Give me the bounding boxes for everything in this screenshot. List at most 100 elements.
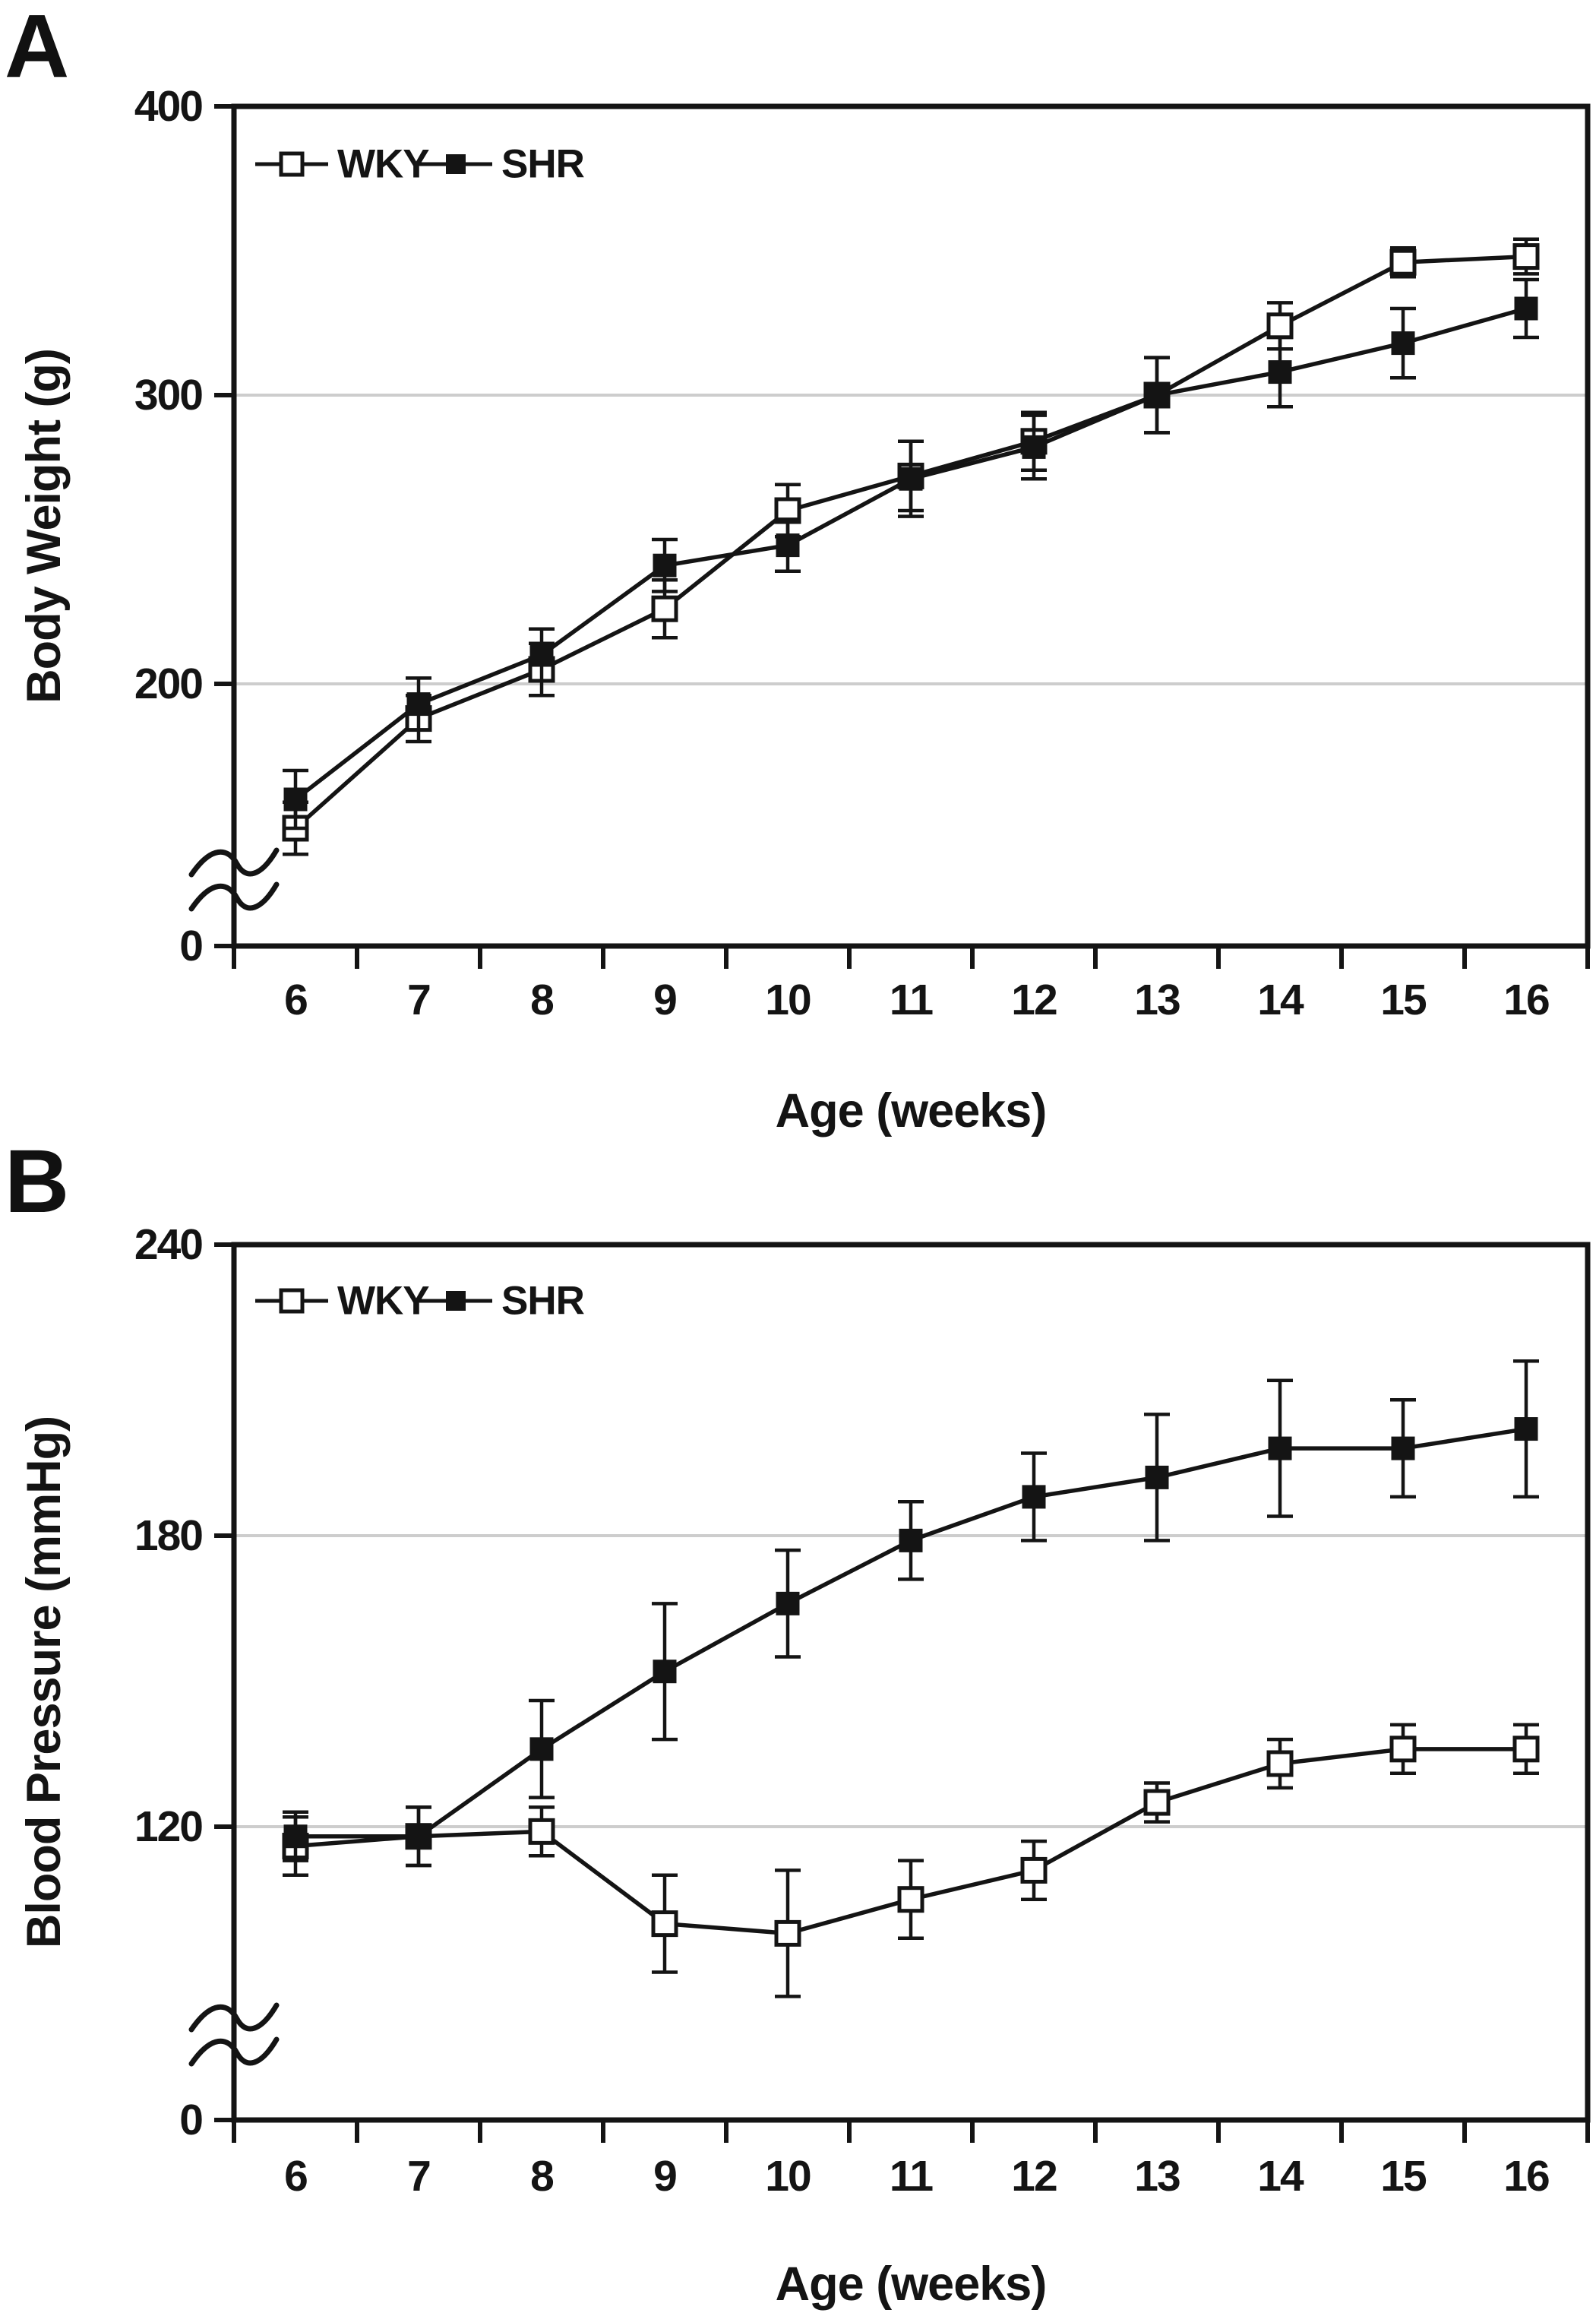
open-square-marker [528,1818,555,1845]
x-tick-label: 10 [765,2152,811,2201]
open-square-marker [651,595,678,622]
open-square-marker [1389,248,1417,276]
x-tick-label: 10 [765,976,811,1024]
filled-square-marker [406,1824,431,1849]
filled-square-marker [529,1737,554,1761]
axis-break-squiggle [188,2036,280,2067]
legend-item-WKY: WKY [255,142,430,187]
x-tick-label: 8 [530,976,553,1024]
x-tick-label: 7 [407,976,430,1024]
plot-frame [231,103,1591,949]
plot-frame [231,1242,1591,2123]
open-square-marker [774,1919,801,1947]
x-tick-label: 15 [1380,2152,1427,2201]
panel-b-letter: B [5,1131,69,1232]
y-tick-label: 120 [134,1802,202,1851]
legend-item-SHR: SHR [419,1279,586,1324]
axis-break-squiggle [188,881,280,912]
x-tick-label: 11 [890,2152,934,2201]
series-line [295,1426,1527,1839]
filled-square-marker [1514,1417,1538,1441]
axis-break-squiggle [188,847,280,878]
filled-square-marker [776,1591,800,1615]
x-tick-label: 12 [1011,2152,1057,2201]
legend: WKY SHR [255,142,586,187]
x-tick-label: 9 [653,2152,676,2201]
filled-square-marker [529,643,554,667]
filled-square-icon [446,1291,466,1311]
x-tick-label: 6 [284,2152,307,2201]
legend-label: WKY [337,142,429,187]
y-tick-label: 240 [134,1220,202,1269]
x-tick-label: 6 [284,976,307,1024]
series-line [294,254,1527,831]
filled-square-marker [283,787,308,812]
series-WKY [282,237,1540,856]
series-line [294,306,1527,802]
y-axis-title: Body Weight (g) [17,349,71,704]
x-tick-label: 16 [1503,976,1549,1024]
filled-square-marker [899,467,923,491]
x-tick-label: 13 [1134,2152,1180,2201]
filled-square-marker [406,692,431,717]
y-tick-label: 0 [179,922,202,970]
filled-square-marker [1268,1436,1292,1460]
x-tick-label: 11 [890,976,934,1024]
panel-a-letter: A [5,0,69,97]
x-tick-label: 7 [407,2152,430,2201]
legend: WKY SHR [255,1279,586,1324]
y-tick-label: 0 [179,2096,202,2144]
filled-square-marker [1145,1465,1169,1489]
series-SHR [283,1359,1539,1868]
x-tick-label: 13 [1134,976,1180,1024]
filled-square-marker [653,1660,677,1684]
open-square-marker [651,1910,678,1938]
open-square-icon [279,151,305,177]
filled-square-marker [776,533,800,558]
filled-square-marker [1022,1485,1046,1509]
open-square-marker [1020,1856,1048,1884]
filled-square-marker [653,553,677,577]
x-tick-label: 16 [1503,2152,1549,2201]
x-axis-title: Age (weeks) [776,2258,1047,2311]
series-SHR [283,277,1539,831]
filled-square-marker [899,1528,923,1552]
panel-A-chart: 400 300 200 0 6 7 8 9 10 11 12 13 14 15 16 WKY SHR Age (w… [17,82,1591,1138]
filled-square-marker [283,1824,308,1849]
x-tick-label: 14 [1257,976,1304,1024]
filled-square-marker [1391,331,1415,356]
filled-square-marker [1022,435,1046,459]
x-axis-title: Age (weeks) [776,1084,1047,1138]
y-tick-label: 180 [134,1511,202,1560]
legend-label: WKY [337,1279,429,1324]
filled-square-marker [1145,383,1169,407]
open-square-marker [1512,1736,1540,1763]
x-tick-label: 8 [530,2152,553,2201]
open-square-marker [1389,1736,1417,1763]
open-square-marker [1512,243,1540,271]
legend-item-SHR: SHR [419,142,586,187]
open-square-marker [1143,1789,1171,1816]
series-WKY [282,1723,1540,1998]
legend-item-WKY: WKY [255,1279,430,1324]
y-tick-label: 200 [134,660,202,708]
y-tick-label: 300 [134,371,202,419]
x-tick-label: 12 [1011,976,1057,1024]
y-axis-title: Blood Pressure (mmHg) [17,1416,71,1948]
legend-label: SHR [501,142,585,187]
filled-square-marker [1514,296,1538,321]
legend-label: SHR [501,1279,585,1324]
open-square-marker [1266,312,1294,340]
filled-square-marker [1391,1436,1415,1460]
panel-B-chart: 240 180 120 0 6 7 8 9 10 11 12 13 14 15 16 WKY SHR Age (w… [17,1220,1591,2311]
x-tick-label: 15 [1380,976,1427,1024]
x-tick-label: 14 [1257,2152,1304,2201]
x-tick-label: 9 [653,976,676,1024]
y-tick-label: 400 [134,82,202,131]
filled-square-icon [446,154,466,174]
open-square-marker [897,1886,924,1913]
open-square-icon [279,1288,305,1314]
open-square-marker [1266,1750,1294,1777]
